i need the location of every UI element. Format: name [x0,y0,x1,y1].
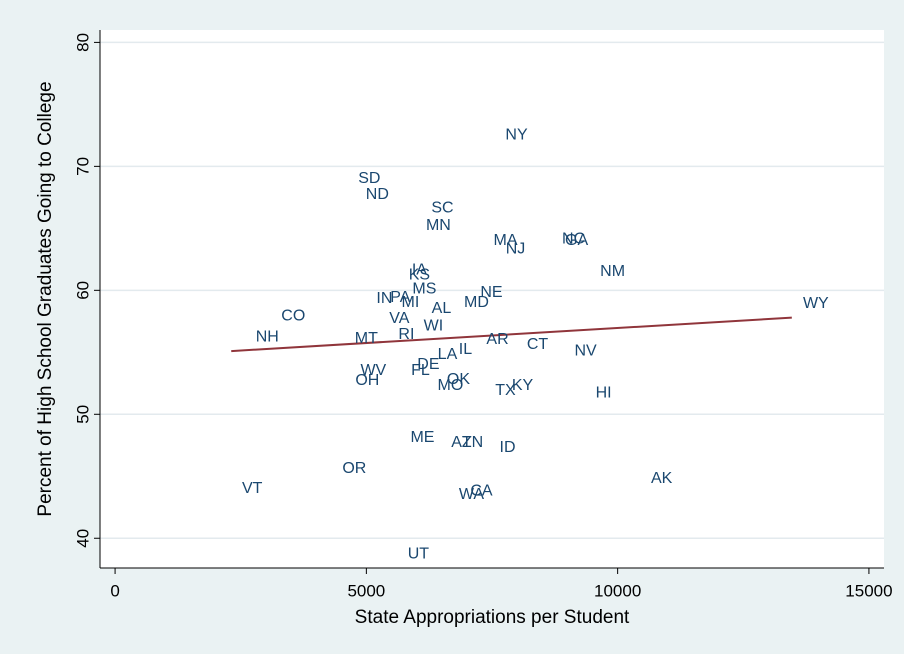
y-tick-label: 40 [73,529,92,548]
point-label: KS [409,267,430,284]
point-label: CA [470,482,493,499]
point-label: NV [575,342,598,359]
point-label: VT [242,480,263,497]
point-label: AZ [451,434,472,451]
point-label: HI [596,384,612,401]
point-label: CT [527,336,549,353]
y-tick-label: 80 [73,33,92,52]
point-label: ME [410,429,434,446]
y-tick-label: 50 [73,405,92,424]
point-label: AL [432,300,452,317]
x-tick-label: 5000 [347,581,385,600]
point-label: RI [398,326,414,343]
point-label: OR [342,460,366,477]
point-label: CO [281,308,305,325]
point-label: VA [389,310,409,327]
point-label: MI [401,294,419,311]
point-label: ND [366,186,389,203]
point-label: MT [355,330,378,347]
point-label: MA [494,232,518,249]
point-label: FL [411,362,430,379]
point-label: SC [431,200,453,217]
point-label: IA [412,262,427,279]
y-axis-title: Percent of High School Graduates Going t… [35,81,56,516]
point-label: IN [376,290,392,307]
point-label: NM [600,263,625,280]
point-label: AK [651,470,673,487]
point-label: MO [438,377,464,394]
point-label: UT [408,546,430,563]
point-label: TX [495,382,516,399]
point-label: MD [464,294,489,311]
point-label: GA [565,232,588,249]
point-label: NH [256,329,279,346]
point-label: NJ [506,241,526,258]
x-tick-label: 15000 [845,581,892,600]
point-label: NC [562,231,585,248]
point-label: ID [500,439,516,456]
point-label: WY [803,295,829,312]
point-label: KY [512,377,534,394]
point-label: WV [360,362,386,379]
point-label: OK [447,371,470,388]
point-label: DE [417,356,439,373]
point-label: SD [358,170,380,187]
plot-area [100,30,884,568]
y-tick-label: 70 [73,157,92,176]
y-tick-label: 60 [73,281,92,300]
point-label: AR [486,331,508,348]
point-label: OH [355,372,379,389]
point-label: WI [424,317,444,334]
point-label: NY [505,127,528,144]
point-label: MN [426,217,451,234]
point-label: IL [459,341,472,358]
x-axis-title: State Appropriations per Student [355,607,630,628]
x-tick-label: 0 [110,581,119,600]
fit-line [231,316,792,353]
point-label: PA [390,289,410,306]
point-label: WA [459,486,485,503]
point-label: TN [462,434,483,451]
point-label: MS [412,280,436,297]
x-tick-label: 10000 [594,581,641,600]
point-label: NE [480,284,502,301]
point-label: LA [438,346,458,363]
